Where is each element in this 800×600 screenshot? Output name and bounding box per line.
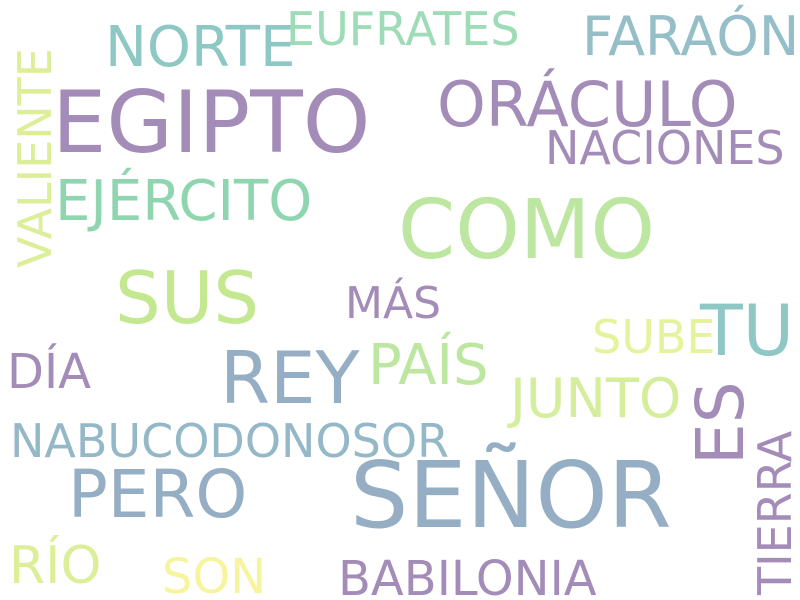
word-faraon: FARAÓN	[582, 5, 800, 68]
word-rey: REY	[220, 336, 360, 420]
word-naciones: NACIONES	[545, 121, 785, 175]
word-nabucodonosor: NABUCODONOSOR	[10, 414, 450, 468]
word-babilonia: BABILONIA	[338, 551, 597, 600]
word-pero: PERO	[68, 456, 248, 533]
word-senor: SEÑOR	[350, 442, 672, 549]
word-egipto: EGIPTO	[52, 73, 371, 173]
word-norte: NORTE	[105, 15, 296, 80]
word-son: SON	[162, 549, 267, 600]
word-pais: PAÍS	[368, 333, 489, 398]
word-como: COMO	[398, 183, 656, 278]
word-eufrates: EUFRATES	[286, 2, 520, 56]
word-es: ES	[682, 381, 759, 465]
word-valiente: VALIENTE	[8, 48, 62, 268]
word-sus: SUS	[115, 256, 260, 340]
word-dia: DÍA	[7, 344, 91, 400]
word-tierra: TIERRA	[748, 430, 800, 595]
word-sube: SUBE	[592, 310, 716, 364]
word-ejercito: EJÉRCITO	[55, 169, 313, 234]
word-mas: MÁS	[345, 278, 441, 329]
word-junto: JUNTO	[510, 367, 682, 430]
word-tu: TU	[700, 290, 794, 372]
word-oraculo: ORÁCULO	[437, 68, 738, 141]
word-rio: RÍO	[9, 536, 102, 596]
